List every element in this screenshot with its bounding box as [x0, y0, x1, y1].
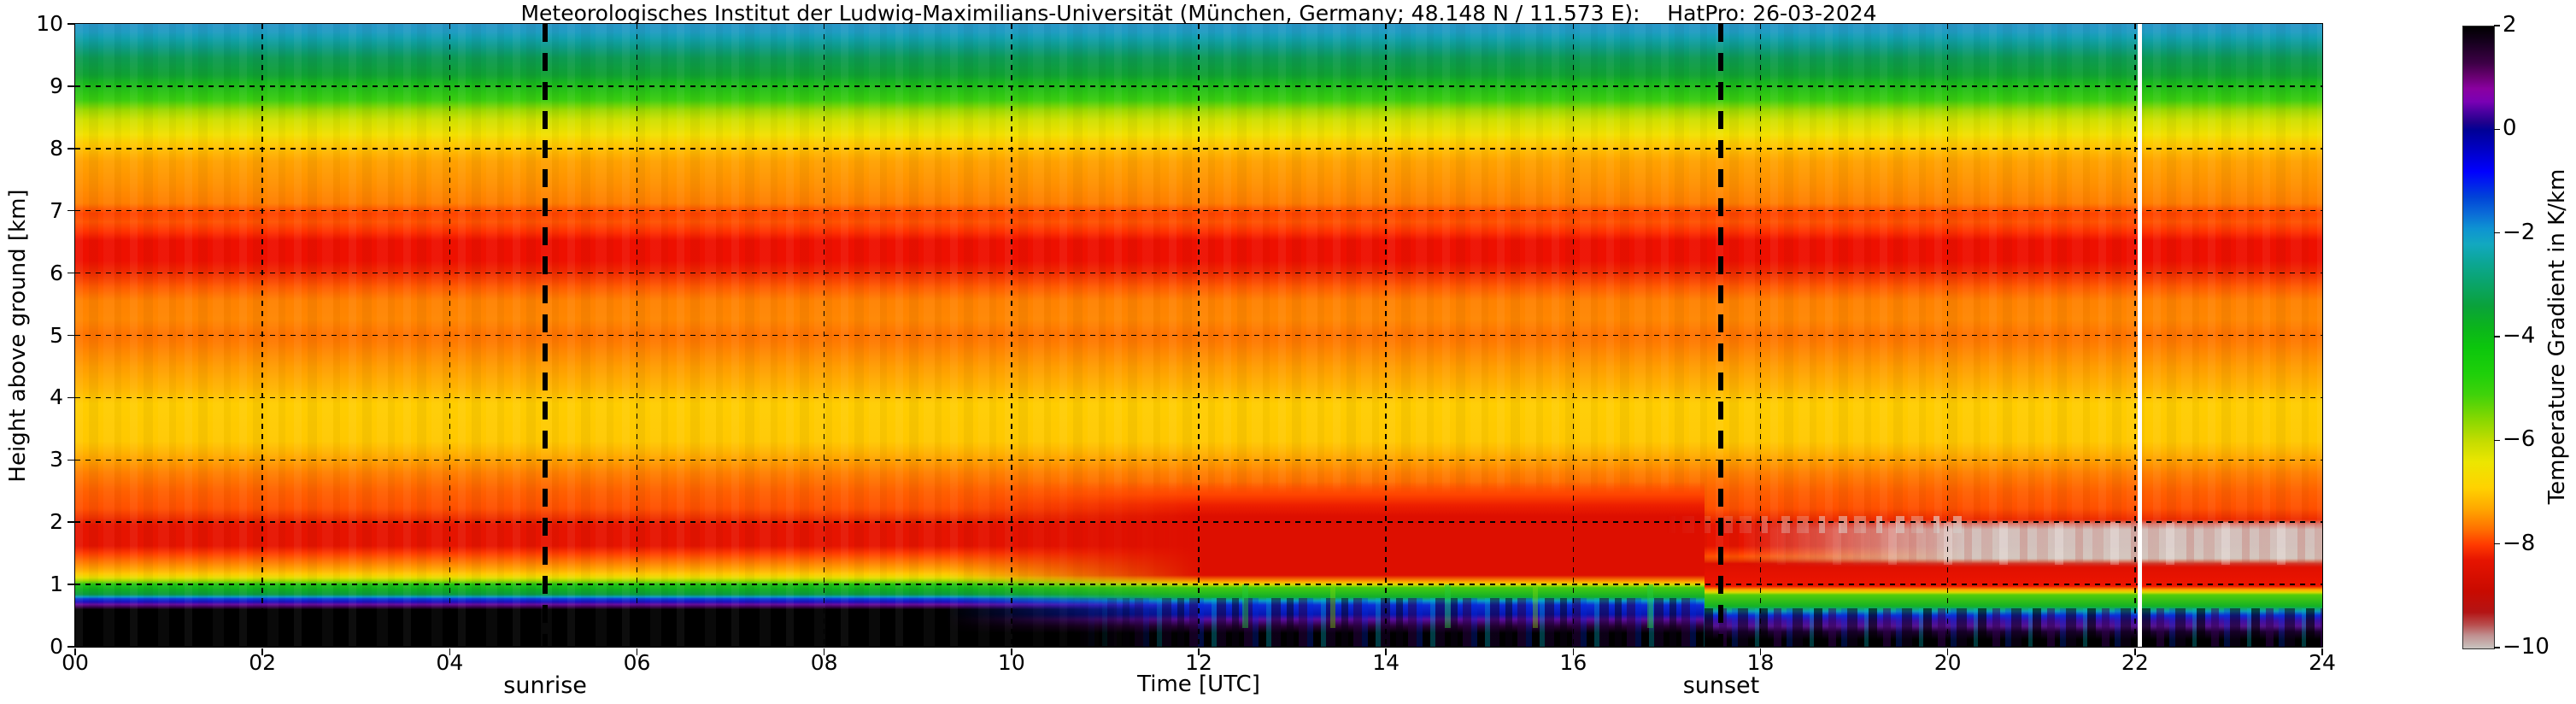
colorbar-tick-label-−6: −6	[2503, 426, 2536, 453]
colorbar-tick-−2	[2494, 232, 2500, 234]
x-tick-label-08: 08	[810, 650, 838, 675]
y-tick-1	[67, 584, 75, 585]
y-tick-label-1: 1	[50, 572, 63, 597]
x-tick-12	[1198, 648, 1200, 655]
plot-title: Meteorologisches Institut der Ludwig-Max…	[520, 1, 1877, 26]
data-gap-line	[2137, 24, 2142, 647]
x-tick-label-22: 22	[2121, 650, 2149, 675]
y-tick-label-5: 5	[50, 322, 63, 348]
grid-line-vertical-18h	[1759, 24, 1762, 647]
heatmap-gray-band-speckle	[1741, 522, 2322, 565]
y-tick-label-6: 6	[50, 260, 63, 285]
y-tick-label-3: 3	[50, 447, 63, 472]
x-tick-08	[823, 648, 825, 655]
colorbar-tick-−6	[2494, 439, 2500, 442]
colorbar-label: Temperature Gradient in K/km	[2544, 168, 2570, 505]
y-tick-label-10: 10	[36, 11, 63, 36]
x-tick-label-18: 18	[1746, 650, 1775, 675]
sunrise-line	[543, 24, 549, 647]
x-axis-label: Time [UTC]	[1137, 672, 1260, 697]
y-tick-label-9: 9	[50, 73, 63, 98]
x-tick-label-04: 04	[436, 650, 464, 675]
x-tick-label-10: 10	[997, 650, 1025, 675]
y-tick-label-2: 2	[50, 509, 63, 535]
y-tick-6	[67, 272, 75, 274]
grid-line-vertical-10h	[1011, 24, 1012, 647]
x-tick-04	[449, 648, 451, 655]
grid-line-vertical-8h	[823, 24, 825, 647]
colorbar-tick-label-−10: −10	[2503, 634, 2550, 660]
y-tick-label-0: 0	[50, 634, 63, 659]
colorbar-tick-label-−2: −2	[2503, 219, 2536, 245]
x-tick-label-16: 16	[1559, 650, 1587, 675]
y-tick-9	[67, 85, 75, 87]
grid-line-vertical-16h	[1572, 24, 1575, 647]
colorbar-tick-label-2: 2	[2503, 12, 2517, 38]
y-tick-7	[67, 209, 75, 212]
x-tick-label-12: 12	[1185, 650, 1212, 675]
sunset-label: sunset	[1682, 672, 1760, 699]
y-tick-label-8: 8	[50, 135, 63, 161]
grid-line-vertical-14h	[1385, 24, 1387, 647]
grid-line-vertical-2h	[261, 24, 263, 647]
y-tick-2	[67, 521, 75, 523]
colorbar-tick-label-0: 0	[2503, 115, 2517, 142]
grid-line-vertical-12h	[1198, 24, 1200, 647]
y-tick-3	[67, 459, 75, 461]
x-tick-06	[636, 648, 638, 655]
x-tick-10	[1011, 648, 1012, 655]
x-tick-label-02: 02	[249, 650, 277, 675]
x-tick-label-24: 24	[2309, 650, 2336, 675]
heatmap-convective-plume-streaks	[1133, 584, 1705, 629]
colorbar-tick-−8	[2494, 543, 2500, 545]
x-tick-18	[1759, 648, 1762, 655]
colorbar	[2462, 26, 2495, 649]
colorbar-tick-2	[2494, 25, 2500, 26]
grid-line-vertical-20h	[1946, 24, 1949, 647]
y-tick-label-7: 7	[50, 197, 63, 223]
y-tick-10	[67, 23, 75, 25]
sunrise-label: sunrise	[503, 672, 587, 699]
y-tick-4	[67, 396, 75, 399]
x-tick-22	[2134, 648, 2136, 655]
heatmap-plot-area	[75, 24, 2322, 647]
colorbar-tick-label-−4: −4	[2503, 323, 2536, 349]
colorbar-tick-0	[2494, 128, 2500, 131]
x-tick-label-06: 06	[623, 650, 651, 675]
colorbar-tick-−10	[2494, 647, 2500, 648]
heatmap-saturated-gray-band	[1741, 519, 2322, 567]
heatmap-evening-noise-columns	[1704, 607, 2322, 647]
grid-line-vertical-6h	[636, 24, 638, 647]
x-tick-20	[1946, 648, 1949, 655]
colorbar-tick-label-−8: −8	[2503, 530, 2536, 556]
x-tick-16	[1572, 648, 1575, 655]
x-tick-00	[74, 648, 76, 655]
grid-line-vertical-22h	[2134, 24, 2136, 647]
y-tick-0	[67, 646, 75, 648]
colorbar-tick-−4	[2494, 336, 2500, 337]
x-tick-02	[261, 648, 263, 655]
x-tick-label-00: 00	[62, 650, 89, 675]
x-tick-14	[1385, 648, 1387, 655]
x-tick-label-14: 14	[1372, 650, 1400, 675]
x-tick-24	[2321, 648, 2323, 655]
y-tick-8	[67, 148, 75, 150]
grid-line-vertical-4h	[449, 24, 451, 647]
sunset-line	[1718, 24, 1724, 647]
y-tick-label-4: 4	[50, 384, 63, 410]
y-tick-5	[67, 334, 75, 337]
x-tick-label-20: 20	[1933, 650, 1962, 675]
